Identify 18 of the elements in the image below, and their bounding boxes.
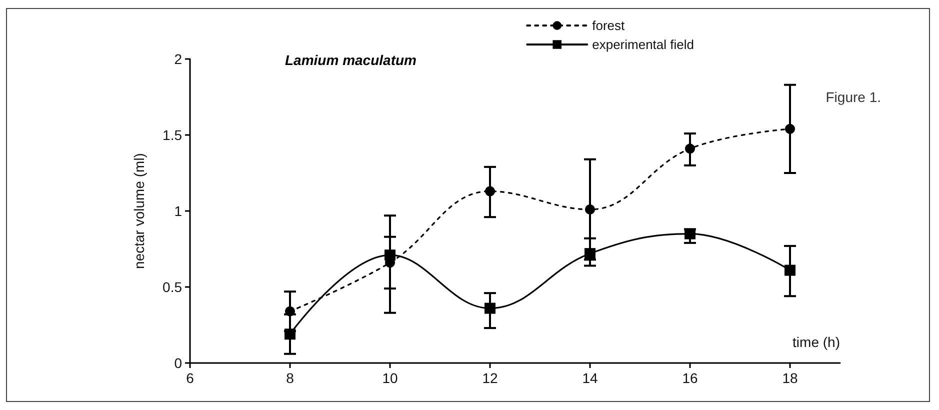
chart-title: Lamium maculatum <box>285 52 416 68</box>
y-axis-title: nectar volume (ml) <box>131 153 147 269</box>
y-tick-label: 0.5 <box>162 279 182 295</box>
y-tick-label: 2 <box>174 51 182 67</box>
legend-label: forest <box>592 18 626 33</box>
y-tick-label: 1 <box>174 203 182 219</box>
x-tick-label: 6 <box>186 370 194 386</box>
x-tick-label: 10 <box>382 370 398 386</box>
y-tick-label: 1.5 <box>162 127 182 143</box>
x-tick-label: 8 <box>286 370 294 386</box>
legend-label: experimental field <box>592 37 694 52</box>
y-tick-label: 0 <box>174 355 182 371</box>
x-tick-label: 18 <box>782 370 798 386</box>
x-tick-label: 12 <box>482 370 498 386</box>
x-tick-label: 16 <box>682 370 698 386</box>
x-axis-title: time (h) <box>792 334 840 350</box>
x-tick-label: 14 <box>582 370 598 386</box>
annotation: Figure 1. <box>826 89 881 105</box>
